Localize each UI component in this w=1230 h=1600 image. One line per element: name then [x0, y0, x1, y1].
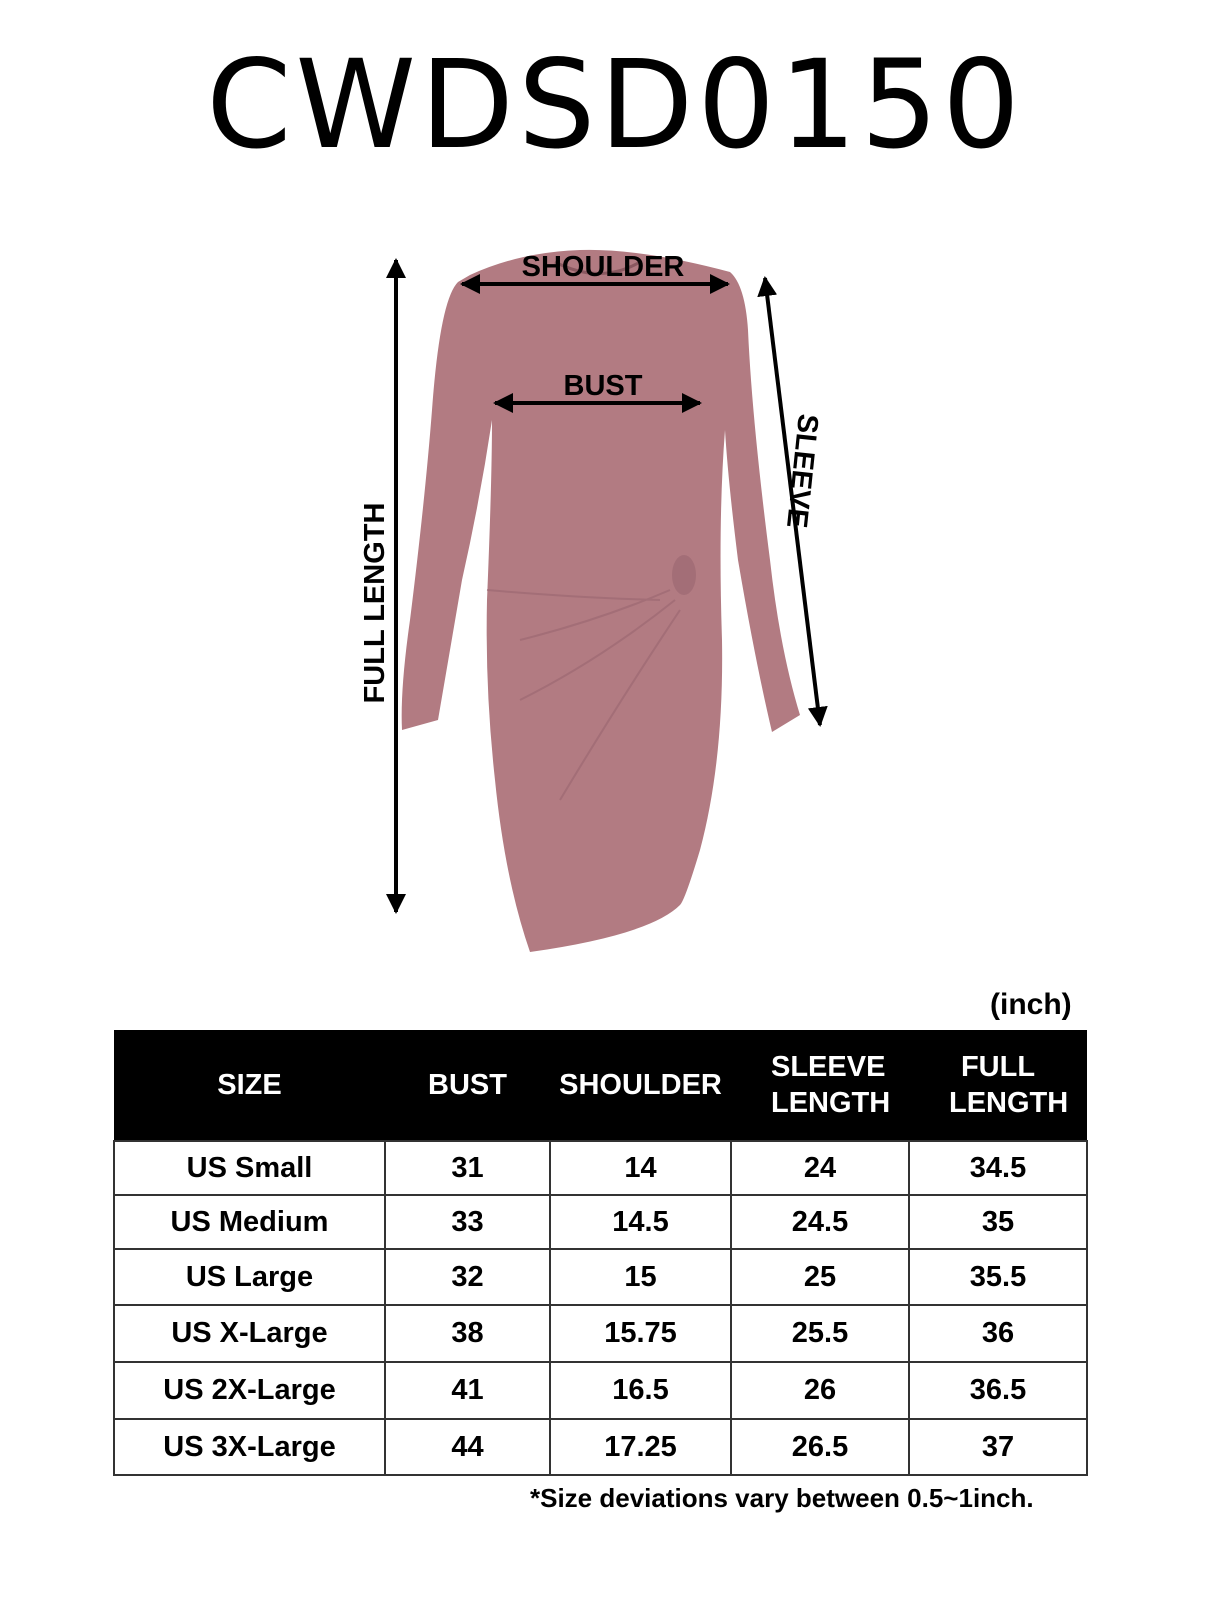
table-row: US 2X-Large 41 16.5 26 36.5	[113, 1361, 1088, 1420]
full-length-label: FULL LENGTH	[359, 503, 391, 704]
cell-sleeve-length: 25.5	[730, 1304, 910, 1363]
dress-measurement-diagram: SHOULDER BUST FULL LENGTH SLEEVE	[359, 249, 828, 952]
cell-sleeve-length: 25	[730, 1248, 910, 1306]
cell-sleeve-length: 26.5	[730, 1418, 910, 1476]
table-row: US Large 32 15 25 35.5	[113, 1248, 1088, 1306]
cell-size: US Medium	[113, 1194, 386, 1250]
table-row: US Medium 33 14.5 24.5 35	[113, 1194, 1088, 1250]
table-row: US 3X-Large 44 17.25 26.5 37	[113, 1418, 1088, 1476]
table-header-row: SIZE BUST SHOULDER SLEEVE LENGTH FULL LE…	[114, 1030, 1087, 1141]
cell-bust: 38	[384, 1304, 551, 1363]
table-row: US Small 31 14 24 34.5	[113, 1140, 1088, 1196]
cell-full-length: 34.5	[908, 1140, 1088, 1196]
cell-sleeve-length: 24.5	[730, 1194, 910, 1250]
cell-bust: 44	[384, 1418, 551, 1476]
unit-label: (inch)	[990, 988, 1072, 1021]
cell-shoulder: 17.25	[549, 1418, 732, 1476]
cell-bust: 41	[384, 1361, 551, 1420]
cell-full-length: 35.5	[908, 1248, 1088, 1306]
header-full-length: FULL LENGTH	[909, 1030, 1087, 1141]
cell-full-length: 35	[908, 1194, 1088, 1250]
cell-bust: 33	[384, 1194, 551, 1250]
cell-bust: 32	[384, 1248, 551, 1306]
header-bust: BUST	[385, 1030, 550, 1141]
cell-size: US 2X-Large	[113, 1361, 386, 1420]
cell-sleeve-length: 26	[730, 1361, 910, 1420]
sleeve-label: SLEEVE	[780, 412, 824, 529]
size-chart-table: SIZE BUST SHOULDER SLEEVE LENGTH FULL LE…	[113, 1030, 1088, 1476]
cell-size: US X-Large	[113, 1304, 386, 1363]
cell-full-length: 36.5	[908, 1361, 1088, 1420]
cell-size: US 3X-Large	[113, 1418, 386, 1476]
dress-illustration	[401, 249, 800, 952]
header-shoulder: SHOULDER	[550, 1030, 731, 1141]
size-deviation-note: *Size deviations vary between 0.5~1inch.	[530, 1483, 1034, 1513]
cell-bust: 31	[384, 1140, 551, 1196]
shoulder-label: SHOULDER	[522, 251, 685, 283]
cell-full-length: 36	[908, 1304, 1088, 1363]
table-row: US X-Large 38 15.75 25.5 36	[113, 1304, 1088, 1363]
sleeve-arrow	[757, 276, 828, 727]
cell-shoulder: 15	[549, 1248, 732, 1306]
cell-shoulder: 14	[549, 1140, 732, 1196]
cell-shoulder: 14.5	[549, 1194, 732, 1250]
header-size: SIZE	[114, 1030, 385, 1141]
cell-shoulder: 15.75	[549, 1304, 732, 1363]
cell-shoulder: 16.5	[549, 1361, 732, 1420]
cell-full-length: 37	[908, 1418, 1088, 1476]
cell-size: US Small	[113, 1140, 386, 1196]
header-sleeve-length: SLEEVE LENGTH	[731, 1030, 909, 1141]
product-code-title: CWDSD0150	[206, 34, 1024, 176]
bust-label: BUST	[564, 370, 643, 402]
cell-size: US Large	[113, 1248, 386, 1306]
cell-sleeve-length: 24	[730, 1140, 910, 1196]
